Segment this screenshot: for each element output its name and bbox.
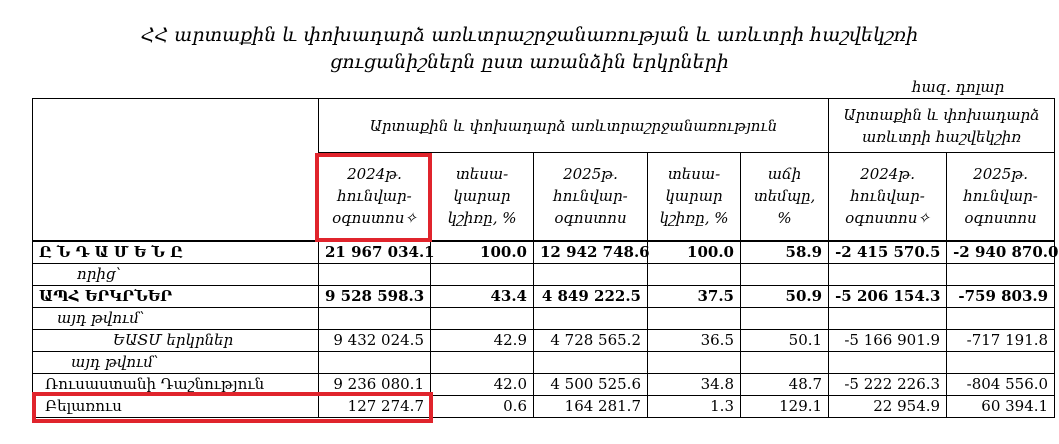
cell: 9 432 024.5 (318, 328, 431, 352)
cell: -2 940 870.0 (946, 239, 1058, 264)
cell: 60 394.1 (946, 394, 1056, 418)
empty-cell (739, 306, 830, 330)
row-label: ԵԱՏՄ երկրներ (32, 328, 319, 352)
table-row: ԱՊՀ ԵՐԿՐՆԵՐ 9 528 598.3 43.4 4 849 222.5… (32, 284, 1056, 308)
title-line-1: ՀՀ արտաքին և փոխադարձ առևտրաշրջանառությա… (140, 24, 919, 46)
highlight-header-2024 (315, 153, 432, 242)
cell: 4 849 222.5 (533, 284, 648, 308)
table-row: Ռուսաստանի Դաշնություն 9 236 080.1 42.0 … (32, 372, 1056, 396)
cell: 129.1 (739, 394, 830, 418)
empty-cell (647, 262, 741, 286)
cell: -717 191.8 (946, 328, 1056, 352)
cell: -804 556.0 (946, 372, 1056, 396)
cell: 0.6 (430, 394, 534, 418)
cell: 42.0 (430, 372, 534, 396)
cell: 9 528 598.3 (318, 284, 431, 308)
cell: 22 954.9 (828, 394, 948, 418)
empty-cell (533, 306, 648, 330)
table-row: ԵԱՏՄ երկրներ 9 432 024.5 42.9 4 728 565.… (32, 328, 1056, 352)
empty-cell (739, 262, 830, 286)
cell: -5 166 901.9 (828, 328, 948, 352)
cell: 1.3 (647, 394, 741, 418)
cell: 100.0 (430, 239, 534, 264)
empty-cell (533, 262, 648, 286)
cell: 9 236 080.1 (318, 372, 431, 396)
row-label: այդ թվում՝ (32, 306, 319, 330)
empty-cell (430, 350, 534, 374)
header-col-5: աճի տեմպը, % (739, 152, 830, 241)
table-row: որից՝ (32, 262, 1056, 286)
cell: 164 281.7 (533, 394, 648, 418)
trade-table: Արտաքին և փոխադարձ առևտրաշրջանառություն … (32, 98, 1058, 418)
cell: 42.9 (430, 328, 534, 352)
cell: 21 967 034.1 (318, 239, 435, 264)
header-cols-row: 2024թ. հունվար-օգոստոս✧ տեսա-կարար կշիռը… (33, 152, 1056, 241)
cell: 50.1 (739, 328, 830, 352)
table-title: ՀՀ արտաքին և փոխադարձ առևտրաշրջանառությա… (0, 22, 1059, 76)
header-col-4: տեսա-կարար կշիռը, % (647, 152, 741, 241)
empty-cell (647, 350, 741, 374)
cell: -5 222 226.3 (828, 372, 948, 396)
empty-cell (946, 262, 1056, 286)
cell: 37.5 (647, 284, 741, 308)
cell: 50.9 (739, 284, 830, 308)
header-group-row: Արտաքին և փոխադարձ առևտրաշրջանառություն … (32, 98, 1056, 241)
row-label: ԱՊՀ ԵՐԿՐՆԵՐ (32, 284, 319, 308)
empty-cell (318, 306, 431, 330)
cell: 100.0 (647, 239, 741, 264)
cell: 58.9 (739, 239, 830, 264)
empty-cell (828, 262, 948, 286)
row-label: Ռուսաստանի Դաշնություն (32, 372, 319, 396)
row-label: որից՝ (32, 262, 319, 286)
cell: -759 803.9 (946, 284, 1056, 308)
header-col-3: 2025թ. հունվար-օգոստոս (533, 152, 648, 241)
empty-cell (647, 306, 741, 330)
empty-cell (946, 350, 1056, 374)
row-label: այդ թվում՝ (32, 350, 319, 374)
cell: -2 415 570.5 (828, 239, 948, 264)
empty-cell (430, 262, 534, 286)
row-label: Ը Ն Դ Ա Մ Ե Ն Ը (32, 239, 319, 264)
empty-cell (430, 306, 534, 330)
empty-cell (946, 306, 1056, 330)
header-col-6: 2024թ. հունվար-օգոստոս✧ (828, 152, 948, 241)
cell: 4 500 525.6 (533, 372, 648, 396)
table-row: Ը Ն Դ Ա Մ Ե Ն Ը 21 967 034.1 100.0 12 94… (32, 239, 1058, 264)
unit-label: հազ. դոլար (912, 78, 1005, 96)
empty-cell (318, 350, 431, 374)
empty-cell (533, 350, 648, 374)
cell: 43.4 (430, 284, 534, 308)
header-col-2: տեսա-կարար կշիռը, % (430, 152, 534, 241)
empty-cell (828, 350, 948, 374)
cell: -5 206 154.3 (828, 284, 948, 308)
header-col-7: 2025թ. հունվար-օգոստոս (946, 152, 1056, 241)
cell: 34.8 (647, 372, 741, 396)
empty-cell (828, 306, 948, 330)
table-row: Բելառուս 127 274.7 0.6 164 281.7 1.3 129… (32, 394, 1056, 418)
cell: 36.5 (647, 328, 741, 352)
cell: 4 728 565.2 (533, 328, 648, 352)
header-group-turnover: Արտաքին և փոխադարձ առևտրաշրջանառություն (317, 98, 830, 153)
header-blank (32, 98, 319, 241)
empty-cell (318, 262, 431, 286)
highlight-row-russia (32, 392, 433, 423)
header-group-balance: Արտաքին և փոխադարձ առևտրի հաշվեկշիռ (828, 98, 1056, 153)
cell: 12 942 748.6 (533, 239, 650, 264)
header-col-1: 2024թ. հունվար-օգոստոս✧ (318, 152, 431, 241)
table-row: այդ թվում՝ (32, 306, 1056, 330)
empty-cell (739, 350, 830, 374)
cell: 48.7 (739, 372, 830, 396)
table-row: այդ թվում՝ (32, 350, 1056, 374)
title-line-2: ցուցանիշներն ըստ առանձին երկրների (330, 51, 729, 73)
